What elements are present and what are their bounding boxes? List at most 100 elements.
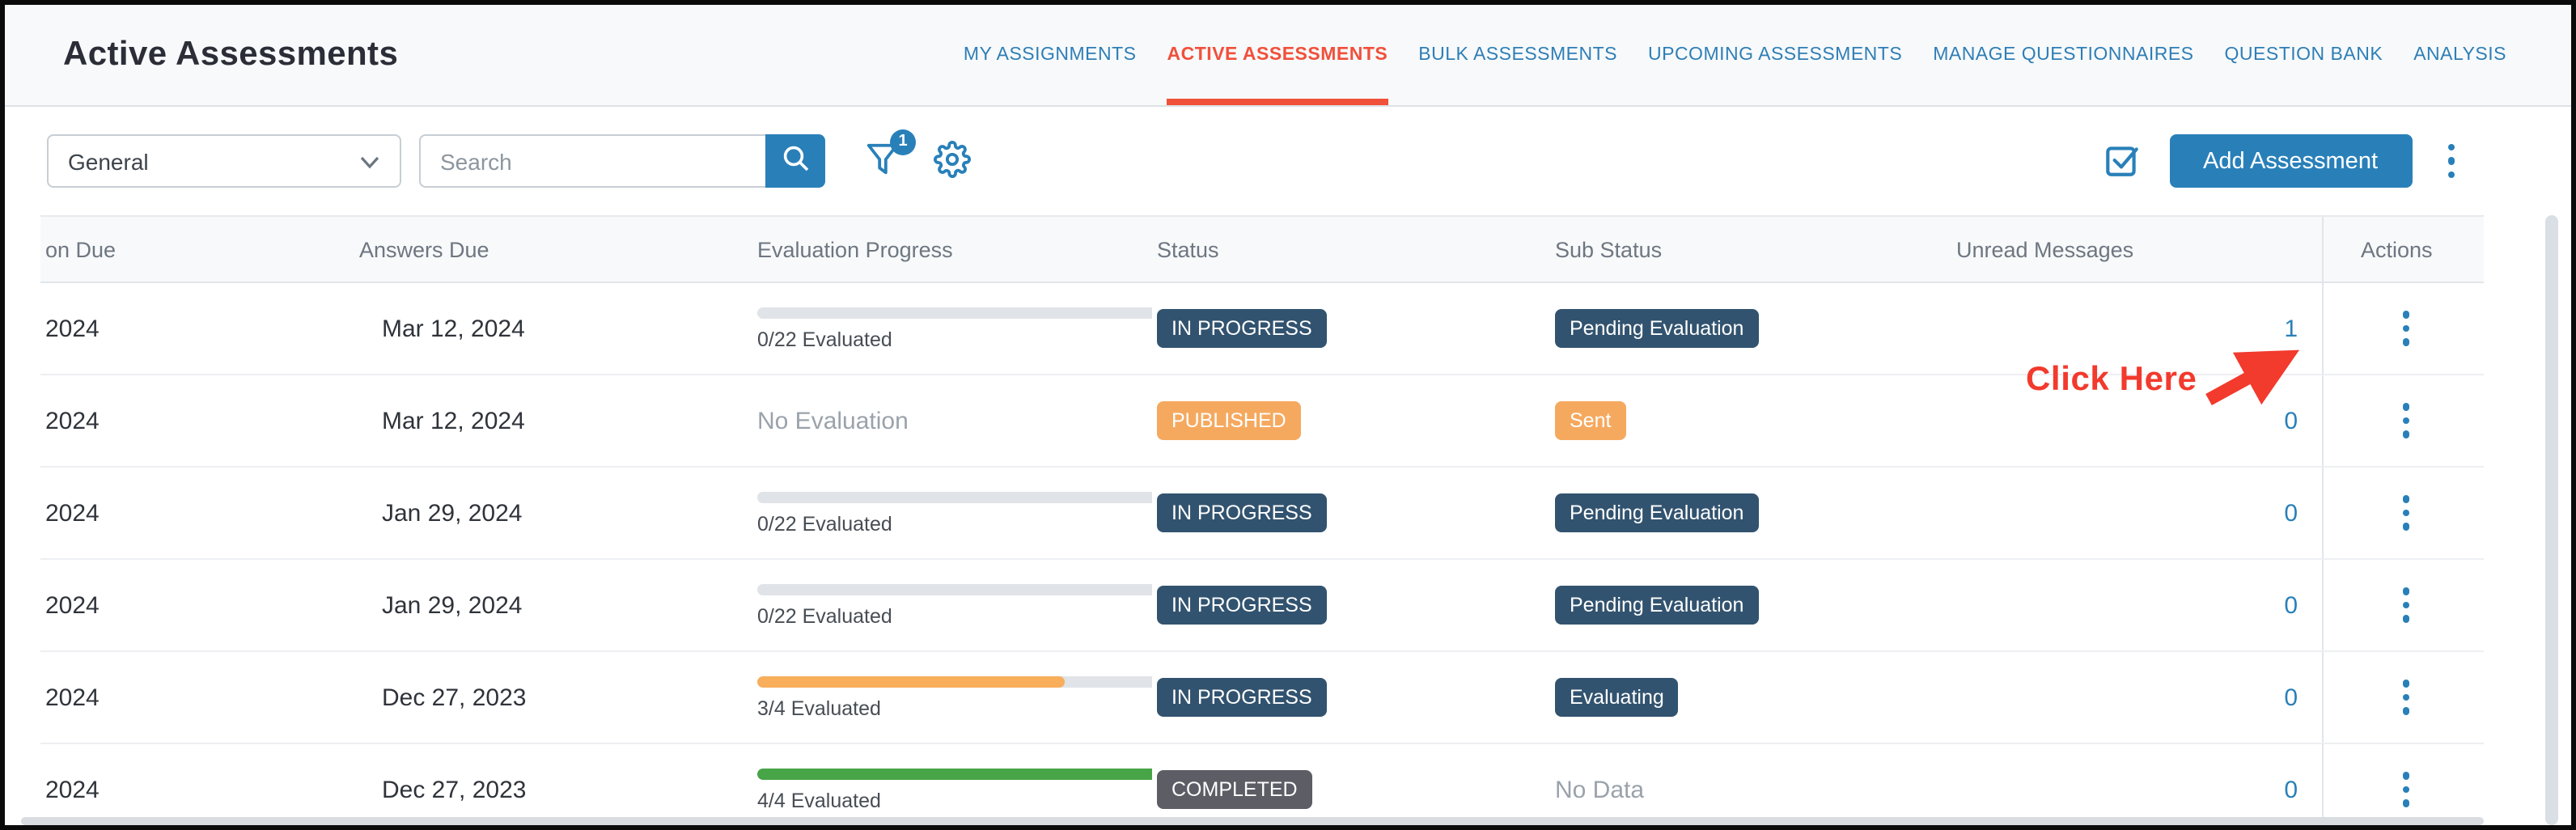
progress-track: [757, 491, 1152, 502]
unread-messages-count[interactable]: 1: [2284, 315, 2298, 342]
evaluation-progress-bar: 0/22 Evaluated: [757, 307, 1152, 350]
sub-status-badge: Evaluating: [1555, 678, 1679, 717]
sub-status-text: No Data: [1555, 776, 1645, 803]
tab-analysis[interactable]: ANALYSIS: [2413, 45, 2506, 65]
checkbox-icon: [2101, 138, 2142, 184]
evaluation-progress-bar: 0/22 Evaluated: [757, 583, 1152, 627]
column-header-answers-due: Answers Due: [359, 237, 489, 261]
unread-messages-count[interactable]: 0: [2284, 407, 2298, 434]
cell-status: PUBLISHED: [1152, 401, 1550, 440]
filter-badge: 1: [890, 129, 916, 155]
filter-button[interactable]: 1: [864, 129, 916, 182]
row-actions-menu-button[interactable]: [2400, 400, 2413, 442]
cell-actions: [2322, 283, 2484, 374]
cell-actions: [2322, 652, 2484, 743]
tab-upcoming-assessments[interactable]: UPCOMING ASSESSMENTS: [1648, 45, 1903, 65]
progress-track: [757, 675, 1152, 687]
row-actions-menu-button[interactable]: [2400, 308, 2413, 349]
unread-messages-count[interactable]: 0: [2284, 591, 2298, 619]
table-row: 2024 Jan 29, 2024 0/22 Evaluated IN PROGRES…: [40, 560, 2484, 652]
cell-due: 2024: [45, 776, 100, 803]
category-select-value: General: [68, 148, 149, 174]
search-input[interactable]: [419, 134, 765, 188]
sub-status-badge: Pending Evaluation: [1555, 309, 1759, 348]
progress-fill: [757, 768, 1152, 779]
search-button[interactable]: [765, 134, 825, 188]
cell-status: IN PROGRESS: [1152, 493, 1550, 532]
cell-unread-messages: 1: [1951, 315, 2322, 342]
column-header-status: Status: [1157, 237, 1219, 261]
evaluation-progress-label: 4/4 Evaluated: [757, 789, 881, 811]
search-icon: [781, 144, 810, 178]
tab-bulk-assessments[interactable]: BULK ASSESSMENTS: [1418, 45, 1617, 65]
column-header-evaluation-progress: Evaluation Progress: [757, 237, 953, 261]
table-row: 2024 Mar 12, 2024 No Evaluation PUBLISHED Se…: [40, 375, 2484, 468]
kebab-menu-icon: [2402, 587, 2410, 623]
gear-icon: [934, 140, 971, 182]
cell-evaluation-progress: No Evaluation: [752, 407, 1152, 434]
assessments-table: on Due Answers Due Evaluation Progress S…: [40, 215, 2484, 825]
row-actions-menu-button[interactable]: [2400, 493, 2413, 534]
column-header-sub-status: Sub Status: [1555, 237, 1663, 261]
add-assessment-button[interactable]: Add Assessment: [2169, 134, 2412, 188]
column-header-due: on Due: [45, 237, 117, 261]
cell-sub-status: Pending Evaluation: [1550, 586, 1951, 625]
cell-sub-status: Sent: [1550, 401, 1951, 440]
unread-messages-count[interactable]: 0: [2284, 684, 2298, 711]
kebab-menu-icon: [2402, 311, 2410, 346]
table-body: 2024 Mar 12, 2024 0/22 Evaluated IN PROGRES…: [40, 283, 2484, 825]
kebab-menu-icon: [2402, 680, 2410, 715]
sub-status-badge: Sent: [1555, 401, 1626, 440]
evaluation-progress-label: 3/4 Evaluated: [757, 697, 881, 719]
settings-button[interactable]: [934, 140, 971, 182]
tab-manage-questionnaires[interactable]: MANAGE QUESTIONNAIRES: [1933, 45, 2194, 65]
cell-actions: [2322, 468, 2484, 558]
table-header-row: on Due Answers Due Evaluation Progress S…: [40, 215, 2484, 283]
horizontal-scrollbar[interactable]: [21, 817, 2484, 825]
toolbar: General 1: [5, 107, 2571, 215]
cell-unread-messages: 0: [1951, 684, 2322, 711]
row-actions-menu-button[interactable]: [2400, 769, 2413, 811]
cell-unread-messages: 0: [1951, 499, 2322, 527]
cell-answers-due: Jan 29, 2024: [382, 499, 523, 527]
cell-answers-due: Jan 29, 2024: [382, 591, 523, 619]
row-actions-menu-button[interactable]: [2400, 677, 2413, 718]
tab-my-assignments[interactable]: MY ASSIGNMENTS: [963, 45, 1137, 65]
cell-due: 2024: [45, 684, 100, 711]
progress-fill: [757, 675, 1065, 687]
row-actions-menu-button[interactable]: [2400, 585, 2413, 626]
cell-actions: [2322, 375, 2484, 466]
cell-evaluation-progress: 4/4 Evaluated: [752, 768, 1152, 811]
cell-actions: [2322, 560, 2484, 650]
unread-messages-count[interactable]: 0: [2284, 499, 2298, 527]
multi-select-button[interactable]: [2101, 138, 2142, 184]
cell-evaluation-progress: 0/22 Evaluated: [752, 583, 1152, 627]
cell-unread-messages: 0: [1951, 591, 2322, 619]
vertical-scrollbar[interactable]: [2545, 215, 2558, 825]
cell-due: 2024: [45, 499, 100, 527]
evaluation-progress-label: 0/22 Evaluated: [757, 604, 892, 627]
tab-active-assessments[interactable]: ACTIVE ASSESSMENTS: [1167, 5, 1388, 105]
unread-messages-count[interactable]: 0: [2284, 776, 2298, 803]
cell-due: 2024: [45, 315, 100, 342]
cell-answers-due: Dec 27, 2023: [382, 684, 527, 711]
category-select[interactable]: General: [47, 134, 401, 188]
column-header-actions: Actions: [2322, 217, 2484, 282]
table-row: 2024 Jan 29, 2024 0/22 Evaluated IN PROGRES…: [40, 468, 2484, 560]
cell-unread-messages: 0: [1951, 407, 2322, 434]
tab-question-bank[interactable]: QUESTION BANK: [2224, 45, 2383, 65]
table-row: 2024 Mar 12, 2024 0/22 Evaluated IN PROGRES…: [40, 283, 2484, 375]
search-box: [419, 134, 825, 188]
chevron-down-icon: [359, 148, 380, 174]
progress-track: [757, 583, 1152, 595]
evaluation-progress-bar: 3/4 Evaluated: [757, 675, 1152, 719]
table-region: on Due Answers Due Evaluation Progress S…: [5, 215, 2571, 825]
cell-sub-status: Pending Evaluation: [1550, 309, 1951, 348]
cell-status: IN PROGRESS: [1152, 586, 1550, 625]
toolbar-more-menu-button[interactable]: [2444, 141, 2458, 182]
cell-answers-due: Mar 12, 2024: [382, 315, 525, 342]
cell-sub-status: No Data: [1550, 776, 1951, 803]
page-header: Active Assessments MY ASSIGNMENTS ACTIVE…: [5, 5, 2571, 107]
cell-actions: [2322, 744, 2484, 825]
